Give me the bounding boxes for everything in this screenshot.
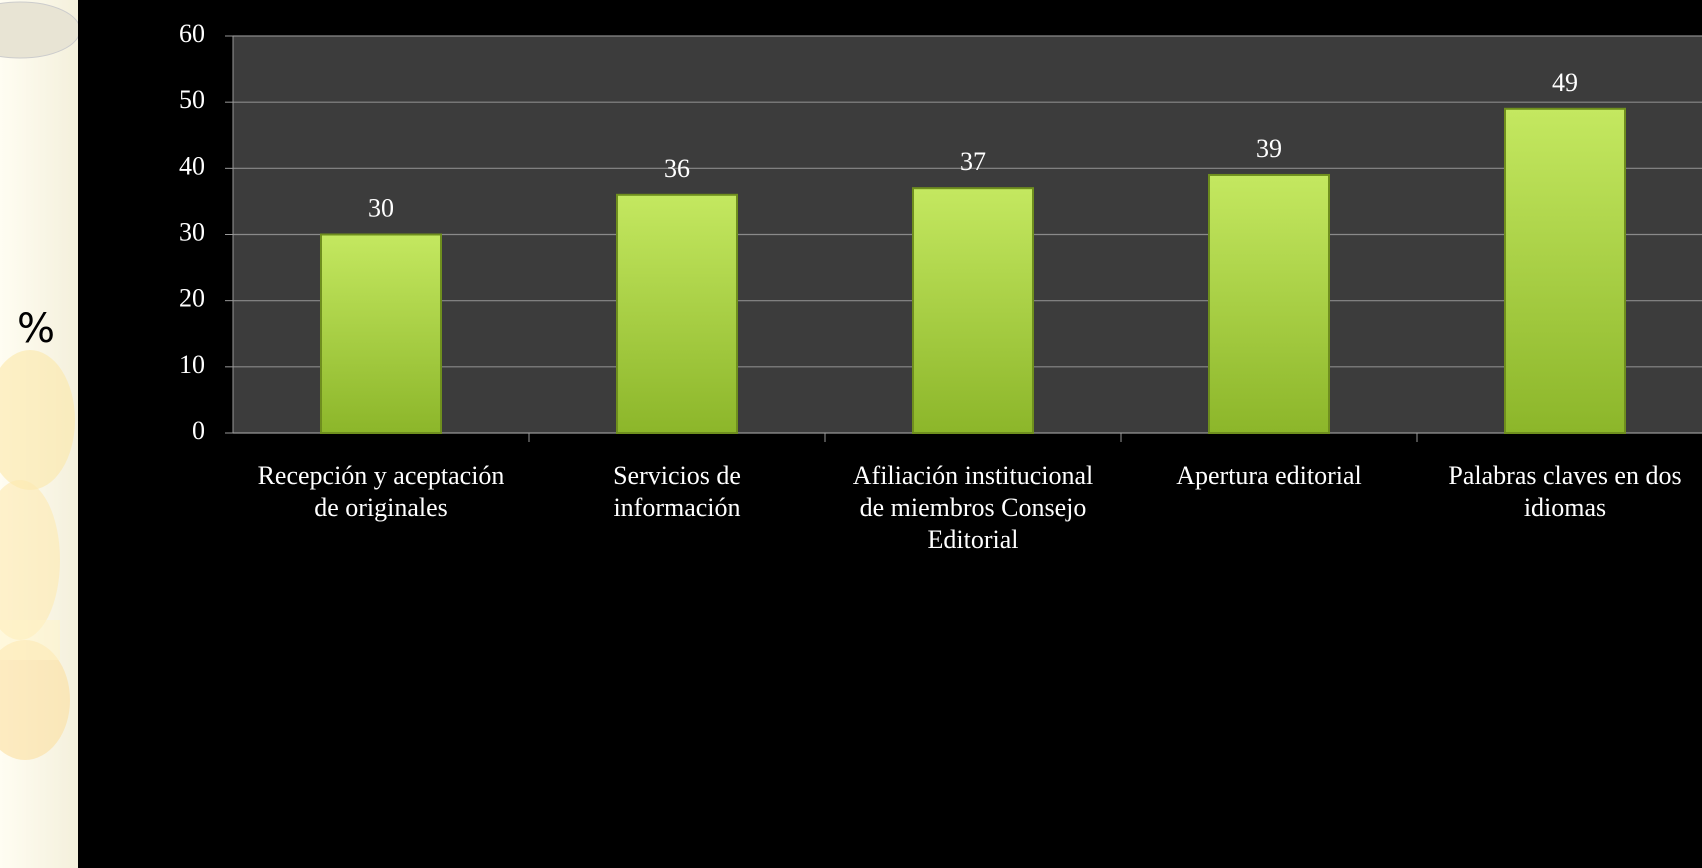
decoration <box>0 480 60 640</box>
decoration <box>0 620 60 660</box>
y-tick-label: 60 <box>179 19 205 48</box>
y-tick-label: 40 <box>179 151 205 180</box>
x-tick-label: Apertura editorial <box>1176 461 1362 490</box>
data-label: 36 <box>664 154 690 183</box>
data-label: 39 <box>1256 134 1282 163</box>
bar <box>1504 107 1626 435</box>
bar <box>1208 173 1330 434</box>
y-tick-label: 20 <box>179 284 205 313</box>
bar <box>616 193 738 434</box>
decoration <box>0 350 75 490</box>
y-axis-label: % <box>17 306 55 352</box>
data-label: 30 <box>368 193 394 222</box>
y-tick-label: 30 <box>179 217 205 246</box>
bar <box>912 187 1034 434</box>
y-tick-label: 50 <box>179 85 205 114</box>
x-tick-label: Afiliación institucional de miembros Cons… <box>853 461 1093 554</box>
x-tick-label: Servicios de información <box>613 461 741 522</box>
decoration <box>0 640 70 760</box>
x-tick-label: Recepción y aceptación de originales <box>258 461 505 522</box>
y-tick-label: 10 <box>179 350 205 379</box>
y-tick-label: 0 <box>192 416 205 445</box>
bar <box>320 233 442 434</box>
data-label: 49 <box>1552 68 1578 97</box>
data-label: 37 <box>960 147 986 176</box>
x-tick-label: Palabras claves en dos idiomas <box>1448 461 1681 522</box>
